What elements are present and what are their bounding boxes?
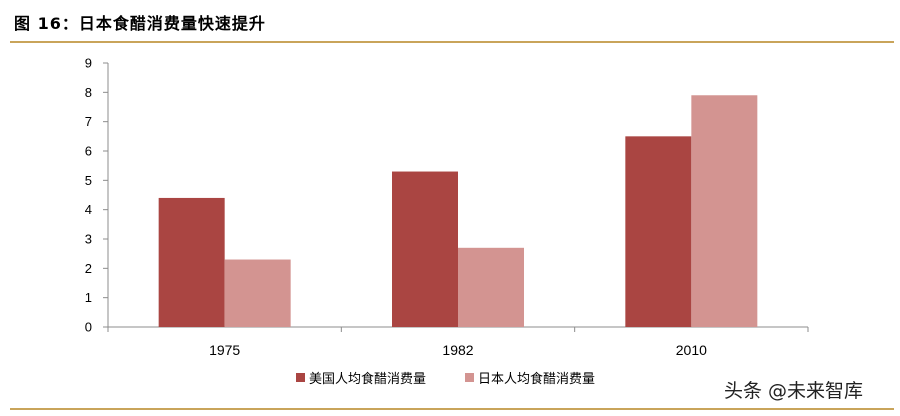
legend-swatch: [296, 373, 305, 382]
y-axis: 0 1 2 3 4 5 6 7 8 9: [85, 56, 109, 335]
bar-us-2010: [625, 136, 692, 327]
x-tick-label: 1975: [209, 342, 240, 358]
y-tick-label: 1: [85, 290, 92, 305]
legend-swatch: [465, 373, 474, 382]
x-tick-label: 1982: [442, 342, 473, 358]
x-axis: 1975 1982 2010: [107, 326, 809, 358]
figure-title: 图 16：日本食醋消费量快速提升: [14, 14, 266, 33]
legend-label: 美国人均食醋消费量: [309, 371, 426, 387]
y-tick-label: 6: [85, 144, 92, 159]
watermark: 头条 @未来智库: [724, 380, 864, 402]
y-tick-label: 2: [85, 261, 92, 276]
x-tick-label: 2010: [676, 342, 707, 358]
y-tick-label: 0: [85, 320, 92, 335]
legend-label: 日本人均食醋消费量: [478, 371, 595, 387]
bar-jp-1982: [458, 247, 524, 327]
bars-group: [158, 95, 758, 328]
y-tick-label: 8: [85, 85, 92, 100]
bar-jp-1975: [224, 259, 291, 327]
bottom-divider: [10, 408, 894, 410]
title-divider: [10, 41, 894, 43]
y-tick-label: 9: [85, 56, 92, 71]
y-tick-label: 3: [85, 232, 92, 247]
y-tick-label: 5: [85, 173, 92, 188]
y-tick-label: 7: [85, 114, 92, 129]
bar-jp-2010: [691, 95, 758, 328]
bar-us-1982: [392, 171, 458, 327]
y-tick-label: 4: [85, 202, 92, 217]
bar-us-1975: [158, 197, 225, 327]
legend: 美国人均食醋消费量 日本人均食醋消费量: [296, 371, 595, 387]
